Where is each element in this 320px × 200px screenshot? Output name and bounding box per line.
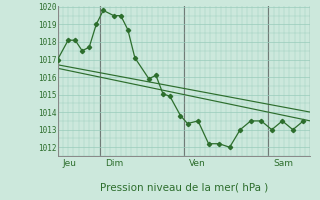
Text: Ven: Ven [189,159,206,168]
Text: Sam: Sam [274,159,293,168]
Text: Dim: Dim [105,159,123,168]
Text: Pression niveau de la mer( hPa ): Pression niveau de la mer( hPa ) [100,183,268,193]
Text: Jeu: Jeu [63,159,77,168]
